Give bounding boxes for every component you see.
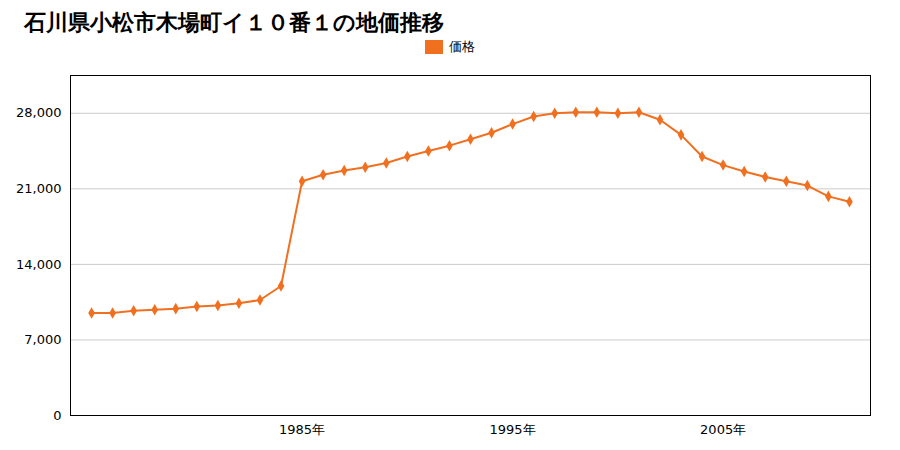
svg-text:1985年: 1985年	[279, 422, 325, 437]
svg-text:14,000: 14,000	[16, 257, 62, 272]
svg-text:7,000: 7,000	[24, 332, 61, 347]
html-text:価格: 価格	[449, 39, 475, 54]
svg-text:21,000: 21,000	[16, 181, 62, 196]
svg-text:28,000: 28,000	[16, 105, 62, 120]
svg-text:2005年: 2005年	[700, 422, 746, 437]
svg-text:0: 0	[53, 408, 61, 423]
svg-text:1995年: 1995年	[490, 422, 536, 437]
html-text:石川県小松市木場町イ１０番１の地価推移: 石川県小松市木場町イ１０番１の地価推移	[24, 10, 444, 35]
